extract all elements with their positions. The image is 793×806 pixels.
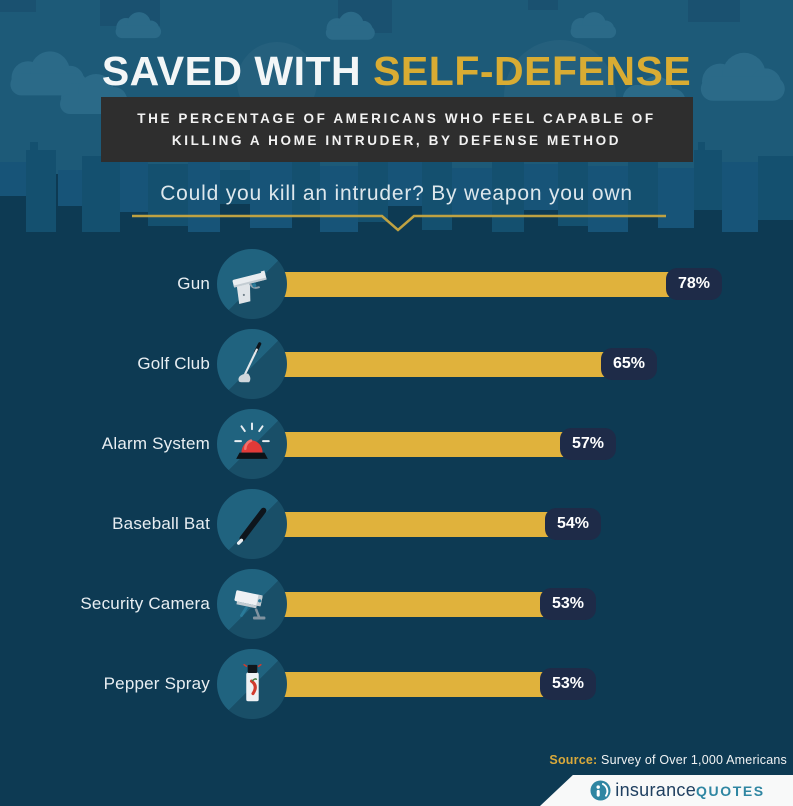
subtitle-box: THE PERCENTAGE OF AMERICANS WHO FEEL CAP… <box>100 97 693 162</box>
bar <box>283 591 550 617</box>
row-label: Security Camera <box>80 594 210 613</box>
bar-track: 53% <box>283 588 793 620</box>
row-label: Golf Club <box>137 354 210 373</box>
brand-band: insurancequotes <box>540 775 793 806</box>
subtitle-line-1: THE PERCENTAGE OF AMERICANS WHO FEEL CAP… <box>137 111 656 126</box>
chart-row: Security Camera 53% <box>0 564 793 644</box>
underline-divider <box>132 214 666 232</box>
gun-icon <box>217 249 287 319</box>
title-part-gold: SELF-DEFENSE <box>373 48 692 94</box>
golf-club-icon <box>217 329 287 399</box>
value-badge: 53% <box>540 588 597 620</box>
skyline <box>0 138 793 232</box>
row-label: Alarm System <box>101 434 210 453</box>
bar <box>283 271 676 297</box>
bar <box>283 431 570 457</box>
row-label: Baseball Bat <box>112 514 210 533</box>
subtitle-line-2: KILLING A HOME INTRUDER, BY DEFENSE METH… <box>171 133 622 148</box>
brand-name-quotes: quotes <box>696 783 765 799</box>
source-note: Source: Survey of Over 1,000 Americans <box>549 753 787 767</box>
bar <box>283 671 550 697</box>
bar-track: 57% <box>283 428 793 460</box>
alarm-icon <box>217 409 287 479</box>
chart-title: Could you kill an intruder? By weapon yo… <box>160 182 633 205</box>
value-badge: 78% <box>666 268 723 300</box>
bar-track: 54% <box>283 508 793 540</box>
security-camera-icon <box>217 569 287 639</box>
value-badge: 53% <box>540 668 597 700</box>
baseball-bat-icon <box>217 489 287 559</box>
brand-name-insurance: insurance <box>615 780 697 800</box>
chart-row: Alarm System 57% <box>0 404 793 484</box>
bar-track: 53% <box>283 668 793 700</box>
value-badge: 54% <box>545 508 602 540</box>
bar-track: 65% <box>283 348 793 380</box>
bar-track: 78% <box>283 268 793 300</box>
row-label: Pepper Spray <box>103 674 210 693</box>
source-label: Source: <box>549 753 598 767</box>
pepper-spray-icon <box>217 649 287 719</box>
row-label: Gun <box>177 274 210 293</box>
title-part-white: SAVED WITH <box>101 48 362 94</box>
page-title: SAVED WITH SELF-DEFENSE <box>0 48 793 95</box>
value-badge: 57% <box>560 428 617 460</box>
bar-chart: Gun 78% Golf Club 65% Alarm System <box>0 244 793 724</box>
chart-row: Baseball Bat 54% <box>0 484 793 564</box>
bar <box>283 511 555 537</box>
bar <box>283 351 611 377</box>
value-badge: 65% <box>601 348 658 380</box>
brand-logo: insurancequotes <box>590 780 764 801</box>
chart-row: Gun 78% <box>0 244 793 324</box>
source-text: Survey of Over 1,000 Americans <box>597 753 787 767</box>
insurancequotes-logo-icon <box>590 780 611 801</box>
chart-row: Golf Club 65% <box>0 324 793 404</box>
chart-row: Pepper Spray 53% <box>0 644 793 724</box>
